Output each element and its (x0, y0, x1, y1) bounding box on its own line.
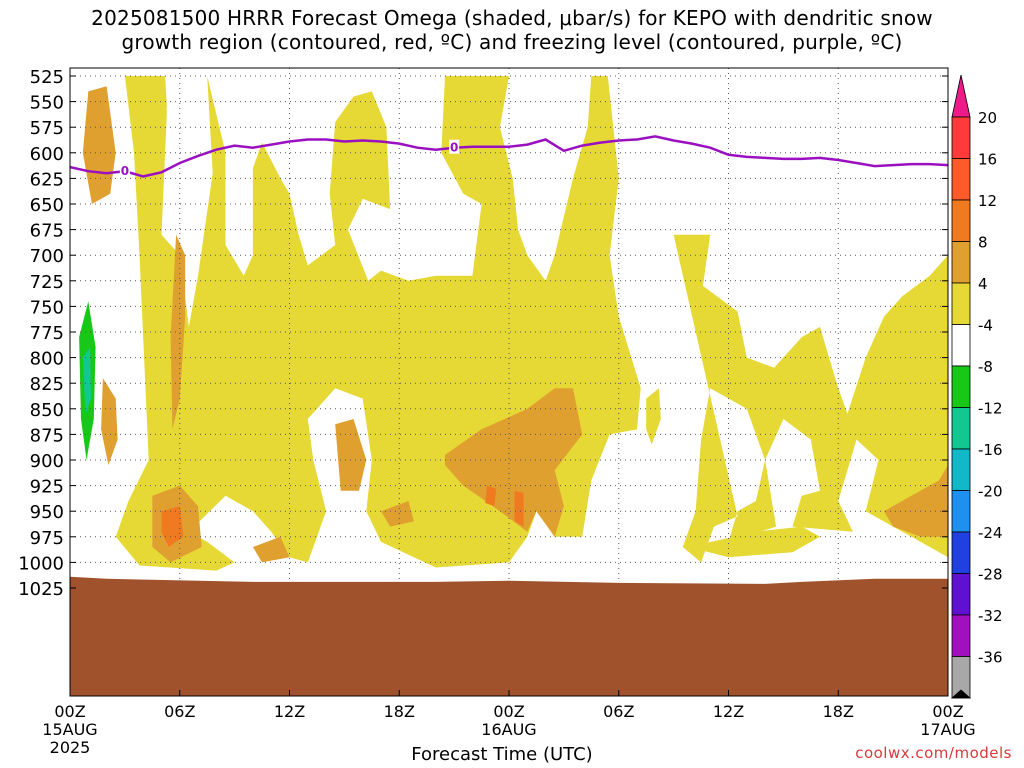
y-tick-label-775: 775 (30, 323, 64, 344)
y-tick-label-650: 650 (30, 195, 64, 216)
colorbar-top-arrow (951, 74, 971, 118)
x-tick-date-8: 17AUG (920, 720, 975, 739)
colorbar-label-1: 20 (978, 109, 997, 127)
x-tick-label-3: 18Z (384, 702, 415, 721)
colorbar-swatch-1 (951, 116, 971, 159)
colorbar-swatch-8 (951, 407, 971, 450)
y-tick-label-875: 875 (30, 425, 64, 446)
x-tick-label-8: 00Z (932, 702, 963, 721)
colorbar-swatch-5 (951, 282, 971, 325)
omega-shaded-region-14 (884, 465, 948, 537)
colorbar-label-4: 8 (978, 234, 988, 252)
y-tick-label-1025: 1025 (18, 579, 64, 600)
chart-title-line-1: 2025081500 HRRR Forecast Omega (shaded, … (91, 6, 933, 30)
colorbar-swatch-9 (951, 448, 971, 491)
colorbar-label-7: -8 (978, 358, 993, 376)
omega-shaded-region-11 (335, 419, 367, 491)
y-tick-label-575: 575 (30, 118, 64, 139)
colorbar-bottom-arrow (950, 689, 972, 699)
colorbar-label-5: 4 (978, 275, 988, 293)
y-tick-label-825: 825 (30, 374, 64, 395)
colorbar-label-3: 12 (978, 192, 997, 210)
terrain-surface (70, 576, 948, 696)
colorbar-swatch-10 (951, 490, 971, 533)
omega-shaded-region-17 (514, 490, 524, 527)
y-tick-label-975: 975 (30, 528, 64, 549)
x-tick-label-5: 06Z (603, 702, 634, 721)
x-tick-label-6: 12Z (713, 702, 744, 721)
omega-shaded-region-15 (161, 506, 184, 547)
colorbar-label-14: -36 (978, 649, 1003, 667)
colorbar-label-6: -4 (978, 317, 993, 335)
freezing-level-line (70, 135, 948, 178)
omega-shaded-region-4 (673, 234, 948, 563)
y-tick-label-925: 925 (30, 477, 64, 498)
omega-shaded-region-5 (688, 526, 820, 558)
y-tick-label-700: 700 (30, 246, 64, 267)
x-tick-label-0: 00Z (54, 702, 85, 721)
colorbar-label-13: -32 (978, 607, 1003, 625)
freezing-level-label-1: 0 (121, 164, 129, 178)
omega-shaded-region-8 (101, 378, 118, 466)
y-tick-label-550: 550 (30, 93, 64, 114)
colorbar-swatch-7 (951, 365, 971, 408)
x-axis-label: Forecast Time (UTC) (411, 744, 593, 765)
y-tick-label-800: 800 (30, 349, 64, 370)
colorbar-swatch-13 (951, 614, 971, 657)
x-tick-label-4: 00Z (493, 702, 524, 721)
omega-shaded-region-10 (252, 536, 290, 563)
omega-shaded-region-3 (646, 388, 661, 445)
colorbar-swatch-6 (951, 324, 971, 367)
y-tick-label-950: 950 (30, 502, 64, 523)
colorbar-swatch-3 (951, 199, 971, 242)
colorbar-swatch-2 (951, 158, 971, 201)
colorbar-swatch-11 (951, 531, 971, 574)
colorbar-swatch-4 (951, 241, 971, 284)
y-tick-label-725: 725 (30, 272, 64, 293)
omega-shaded-region-16 (485, 485, 497, 507)
y-tick-label-525: 525 (30, 67, 64, 88)
freezing-level-label-2: 0 (450, 141, 458, 155)
colorbar-label-8: -12 (978, 400, 1003, 418)
watermark: coolwx.com/models (855, 744, 1012, 762)
colorbar-label-12: -28 (978, 566, 1003, 584)
x-tick-date-0: 15AUG (42, 720, 97, 739)
colorbar-swatch-12 (951, 573, 971, 616)
colorbar-label-9: -16 (978, 441, 1003, 459)
x-tick-label-1: 06Z (164, 702, 195, 721)
x-tick-date-4: 16AUG (481, 720, 536, 739)
y-tick-label-1000: 1000 (18, 553, 64, 574)
omega-shaded-region-2 (146, 76, 167, 358)
freezing-level-label-bg-2 (449, 139, 460, 154)
x-tick-label-2: 12Z (274, 702, 305, 721)
chart-title-line-2: growth region (contoured, red, ºC) and f… (121, 30, 903, 54)
x-tick-year-0: 2025 (50, 738, 91, 757)
x-tick-label-7: 18Z (823, 702, 854, 721)
freezing-level-label-bg-1 (119, 163, 130, 178)
y-tick-label-750: 750 (30, 297, 64, 318)
y-tick-label-675: 675 (30, 221, 64, 242)
colorbar-label-2: 16 (978, 151, 997, 169)
omega-shaded-region-19 (82, 347, 91, 414)
colorbar-label-11: -24 (978, 524, 1003, 542)
omega-shaded-region-6 (82, 86, 116, 204)
y-tick-label-625: 625 (30, 169, 64, 190)
y-tick-label-900: 900 (30, 451, 64, 472)
omega-shaded-region-7 (170, 234, 186, 430)
omega-shaded-region-12 (381, 501, 414, 527)
y-tick-label-600: 600 (30, 144, 64, 165)
omega-shaded-region-13 (445, 388, 583, 537)
chart-title: 2025081500 HRRR Forecast Omega (shaded, … (0, 6, 1024, 54)
colorbar-label-10: -20 (978, 483, 1003, 501)
y-tick-label-850: 850 (30, 400, 64, 421)
